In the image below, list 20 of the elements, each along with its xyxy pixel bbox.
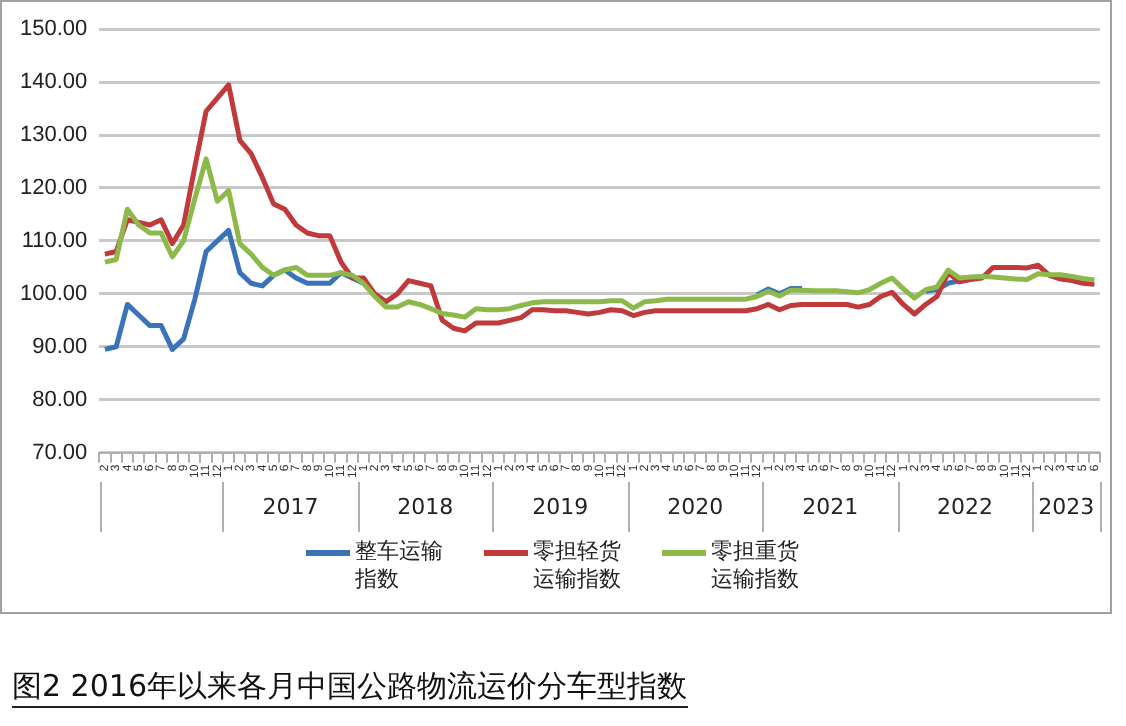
y-tick-label: 140.00 xyxy=(19,70,88,95)
text: 2017 xyxy=(262,493,319,520)
text: 2019 xyxy=(532,493,589,520)
y-tick-label: 130.00 xyxy=(19,123,88,148)
y-tick-label: 90.00 xyxy=(32,334,88,359)
legend-label: 零担轻货运输指数 xyxy=(533,538,623,594)
y-tick-label: 100.00 xyxy=(19,281,88,306)
text: 2021 xyxy=(802,493,859,520)
legend-label: 整车运输指数 xyxy=(355,538,445,594)
y-tick-label: 150.00 xyxy=(19,17,88,42)
text: 图2 2016年以来各月中国公路物流运价分车型指数 xyxy=(12,668,687,708)
y-tick-label: 110.00 xyxy=(21,228,88,253)
text: 2018 xyxy=(397,493,454,520)
y-tick-label: 80.00 xyxy=(32,387,88,412)
y-tick-label: 70.00 xyxy=(32,440,88,465)
legend-label: 零担重货运输指数 xyxy=(711,538,801,594)
text: 2020 xyxy=(667,493,724,520)
y-tick-label: 120.00 xyxy=(19,176,88,201)
text: 2023 xyxy=(1038,493,1095,520)
text: 2022 xyxy=(937,493,994,520)
